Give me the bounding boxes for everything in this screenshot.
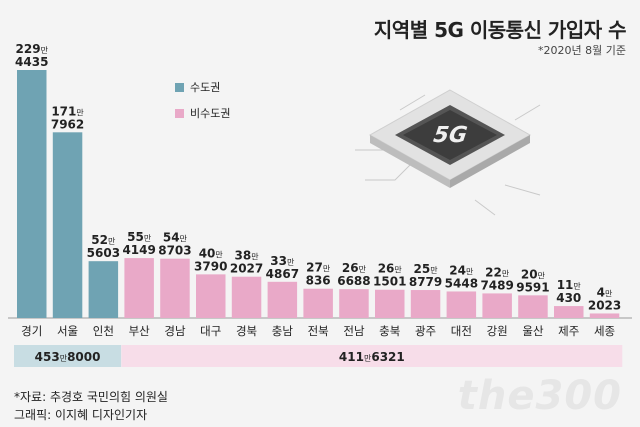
category-label: 광주 [415, 324, 436, 338]
category-label: 서울 [57, 324, 78, 338]
legend-label-capital: 수도권 [190, 81, 221, 94]
category-label: 울산 [522, 324, 544, 338]
chip-illustration: 5G [355, 89, 541, 216]
category-label: 충북 [379, 324, 400, 338]
category-label: 세종 [594, 324, 615, 338]
category-label: 경남 [164, 324, 186, 338]
legend-item-capital: 수도권 [175, 79, 230, 95]
value-label-bottom: 8779 [409, 275, 442, 289]
value-label-top: 40만 [199, 246, 224, 260]
value-label-bottom: 9591 [516, 280, 549, 294]
value-label-top: 11만 [557, 278, 582, 292]
value-label-top: 24만 [449, 263, 474, 277]
value-label-bottom: 6688 [337, 274, 370, 288]
bar-경기 [17, 70, 47, 318]
source-note: *자료: 추경호 국민의힘 의원실 [14, 390, 168, 404]
value-label-top: 171만 [51, 104, 84, 118]
bar-대전 [446, 291, 477, 318]
bar-광주 [410, 290, 441, 318]
value-label-top: 22만 [485, 265, 510, 279]
category-label: 경북 [236, 324, 257, 338]
value-label-bottom: 5603 [87, 246, 120, 260]
group-total-label: 411만6321 [339, 350, 405, 364]
category-label: 제주 [558, 324, 579, 338]
value-label-top: 52만 [91, 233, 116, 247]
legend-label-noncapital: 비수도권 [190, 107, 231, 120]
bar-전북 [303, 288, 333, 318]
bar-충북 [375, 289, 405, 318]
bar-강원 [482, 293, 512, 318]
category-label: 전남 [343, 324, 365, 338]
value-label-bottom: 5448 [445, 276, 478, 290]
category-label: 부산 [129, 324, 151, 338]
value-label-bottom: 2027 [230, 262, 263, 276]
bar-경북 [231, 276, 262, 318]
bar-대구 [196, 274, 226, 318]
legend-swatch-noncapital [175, 108, 184, 118]
category-label: 경기 [21, 324, 42, 338]
category-label: 대구 [200, 324, 221, 338]
value-label-bottom: 3790 [194, 259, 227, 273]
group-band-1 [121, 345, 623, 367]
value-label-top: 4만 [597, 285, 613, 299]
value-label-bottom: 430 [556, 291, 581, 305]
bar-서울 [52, 132, 83, 318]
value-label-bottom: 1501 [373, 275, 406, 289]
bar-충남 [267, 281, 298, 318]
bar-인천 [88, 261, 119, 318]
value-label-top: 27만 [306, 261, 331, 275]
group-total-label: 453만8000 [35, 350, 101, 364]
value-label-top: 54만 [163, 231, 188, 245]
date-note: *2020년 8월 기준 [538, 44, 626, 57]
legend-swatch-capital [175, 82, 184, 92]
value-label-top: 25만 [414, 262, 439, 276]
value-label-top: 26만 [342, 261, 367, 275]
legend: 수도권 비수도권 [175, 79, 230, 131]
value-label-bottom: 7962 [51, 117, 84, 131]
value-label-top: 55만 [127, 230, 152, 244]
bar-부산 [124, 258, 154, 318]
credit-note: 그래픽: 이지혜 디자인기자 [14, 408, 148, 422]
value-label-bottom: 8703 [158, 244, 191, 258]
value-label-top: 20만 [521, 267, 546, 281]
bar-세종 [589, 313, 620, 318]
category-label: 강원 [487, 324, 508, 338]
chip-label: 5G [429, 123, 471, 148]
category-label: 대전 [451, 324, 472, 338]
category-label: 충남 [272, 324, 294, 338]
value-label-bottom: 7489 [480, 278, 513, 292]
value-label-bottom: 836 [306, 274, 331, 288]
value-label-bottom: 2023 [588, 298, 621, 312]
bar-경남 [160, 258, 190, 318]
bar-전남 [339, 289, 369, 318]
bar-울산 [518, 295, 548, 318]
value-label-top: 229만 [16, 42, 49, 56]
group-band-0 [14, 345, 122, 367]
bar-제주 [554, 306, 584, 318]
value-label-bottom: 4149 [122, 243, 155, 257]
value-label-top: 26만 [378, 262, 403, 276]
chart-title: 지역별 5G 이동통신 가입자 수 [373, 18, 627, 42]
value-label-top: 33만 [270, 254, 295, 268]
category-label: 인천 [93, 324, 114, 338]
value-label-bottom: 4435 [15, 55, 48, 69]
legend-item-noncapital: 비수도권 [175, 105, 230, 121]
category-label: 전북 [308, 324, 329, 338]
value-label-bottom: 4867 [266, 267, 299, 281]
value-label-top: 38만 [235, 249, 260, 263]
watermark-logo: the300 [457, 373, 622, 419]
